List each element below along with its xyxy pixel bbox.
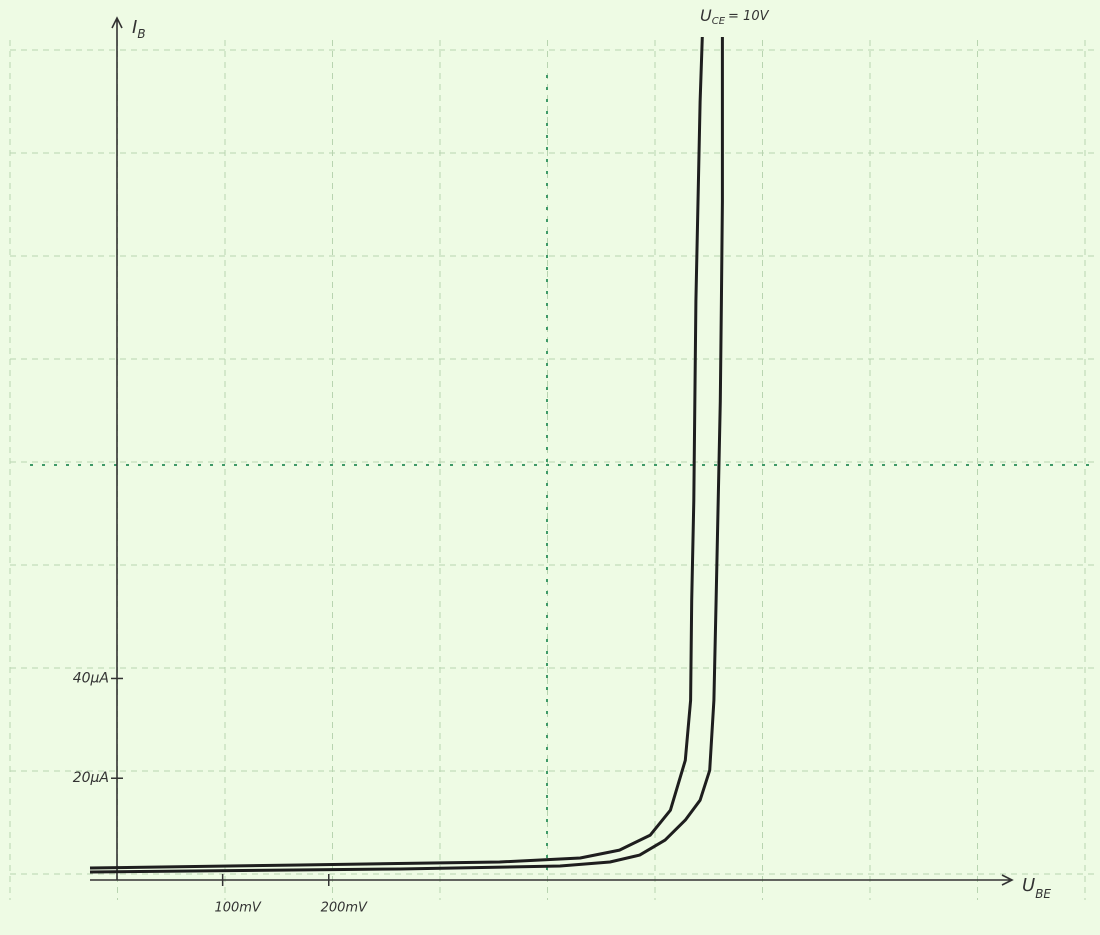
x-axis-label: UBE [1022, 875, 1051, 901]
page: {"chart_data": { "type": "line", "x_labe… [0, 0, 1100, 935]
x-tick-label: 200mV [321, 901, 368, 916]
y-axis [112, 18, 122, 880]
trace [90, 37, 702, 868]
x-axis [90, 875, 1012, 885]
trace [90, 37, 722, 872]
y-axis-label: IB [132, 17, 146, 41]
graticule [10, 40, 1095, 900]
annotation: UCE= 10V [700, 6, 770, 28]
y-tick-label: 20µA [73, 770, 109, 786]
chart: IB UBE UCE= 10V 100mV 200mV 20µA 40µA [0, 0, 1100, 935]
y-tick-label: 40µA [73, 670, 109, 686]
x-tick-label: 100mV [214, 901, 261, 916]
